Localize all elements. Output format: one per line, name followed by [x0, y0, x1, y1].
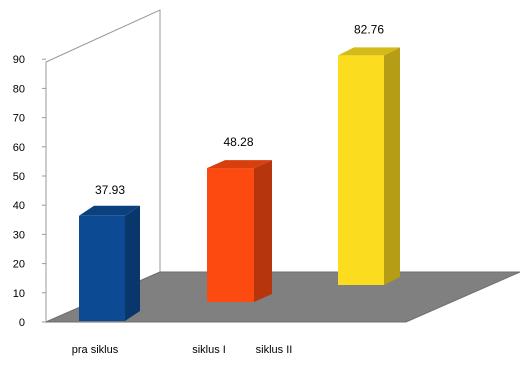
data-labels: 37.93 48.28 82.76: [95, 22, 384, 196]
bar-side: [384, 47, 400, 285]
bar-top: [338, 47, 400, 56]
bar-siklus-i: [207, 160, 272, 302]
category-label: pra siklus: [72, 344, 119, 356]
bar-top: [79, 205, 140, 216]
y-tick-label: 40: [13, 200, 25, 212]
y-tick-label: 50: [13, 171, 25, 183]
y-tick-label: 30: [13, 229, 25, 241]
bar-side: [254, 160, 272, 302]
y-tick-label: 60: [13, 142, 25, 154]
y-tick-label: 0: [19, 317, 25, 329]
y-tick-label: 20: [13, 259, 25, 271]
y-tick-label: 80: [13, 83, 25, 95]
bar-front: [207, 168, 254, 302]
bar-top: [207, 160, 272, 169]
category-label: siklus I: [192, 344, 226, 356]
bar-pra-siklus: [79, 205, 140, 321]
bars: [79, 47, 400, 321]
y-axis-tick-labels: 0 10 20 30 40 50 60 70 80 90: [13, 54, 25, 329]
y-tick-label: 10: [13, 288, 25, 300]
bar-side: [125, 205, 140, 321]
bar-front: [338, 55, 384, 285]
y-tick-label: 90: [13, 54, 25, 66]
data-label: 37.93: [95, 183, 125, 197]
bar-siklus-ii: [338, 47, 400, 285]
bar-front: [79, 215, 125, 321]
data-label: 48.28: [223, 135, 253, 149]
data-label: 82.76: [354, 22, 384, 36]
y-axis-ticks: [42, 58, 46, 323]
category-labels: pra siklus siklus I siklus II: [72, 344, 293, 356]
y-tick-label: 70: [13, 113, 25, 125]
category-label: siklus II: [256, 344, 293, 356]
